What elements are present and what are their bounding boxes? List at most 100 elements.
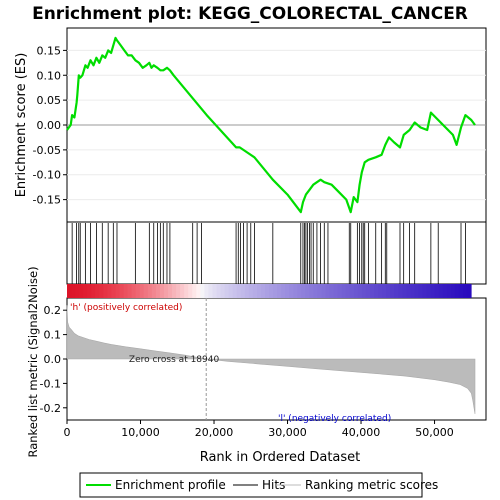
heatmap-cell [216, 284, 222, 298]
heatmap-cell [353, 284, 359, 298]
x-tick-label: 10,000 [121, 426, 160, 439]
x-tick-label: 50,000 [415, 426, 454, 439]
es-y-tick-label: 0.15 [37, 44, 62, 57]
heatmap-cell [454, 284, 460, 298]
heatmap-cell [293, 284, 298, 298]
heatmap-cell [244, 284, 250, 298]
heatmap-cell [414, 284, 420, 298]
heatmap-cell [406, 284, 411, 298]
heatmap-cell [204, 284, 209, 298]
heatmap-cell [168, 284, 173, 298]
ranking-y-tick-label: -0.1 [40, 377, 61, 390]
heatmap-cell [365, 284, 371, 298]
heatmap-cell [374, 284, 379, 298]
heatmap-cell [345, 284, 351, 298]
heatmap-cell [192, 284, 197, 298]
es-y-tick-label: 0.00 [37, 119, 62, 132]
heatmap-cell [236, 284, 242, 298]
es-y-tick-label: -0.05 [33, 144, 61, 157]
heatmap-cell [458, 284, 464, 298]
heatmap-cell [442, 284, 448, 298]
hits-panel-frame [66, 221, 487, 285]
heatmap-cell [398, 284, 403, 298]
heatmap-cell [159, 284, 165, 298]
heatmap-cell [313, 284, 319, 298]
heatmap-cell [402, 284, 407, 298]
heatmap-cell [71, 284, 76, 298]
heatmap-cell [422, 284, 428, 298]
x-tick-label: 0 [64, 426, 71, 439]
legend-profile-label: Enrichment profile [115, 478, 226, 492]
heatmap-cell [434, 284, 440, 298]
heatmap-cell [349, 284, 355, 298]
heatmap-cell [240, 284, 246, 298]
heatmap-cell [438, 284, 444, 298]
x-tick-label: 20,000 [195, 426, 234, 439]
heatmap-cell [260, 284, 266, 298]
heatmap-cell [378, 284, 383, 298]
heatmap-cell [228, 284, 234, 298]
heatmap-cell [264, 284, 270, 298]
heatmap-cell [329, 284, 335, 298]
heatmap-cell [163, 284, 169, 298]
heatmap-cell [188, 284, 193, 298]
heatmap-cell [289, 284, 294, 298]
heatmap-cell [184, 284, 189, 298]
heatmap-cell [450, 284, 456, 298]
heatmap-cell [301, 284, 306, 298]
heatmap-cell [321, 284, 327, 298]
heatmap-cell [232, 284, 238, 298]
positive-correlated-label: 'h' (positively correlated) [70, 303, 182, 313]
heatmap-cell [341, 284, 347, 298]
heatmap-cell [273, 284, 278, 298]
chart-title: Enrichment plot: KEGG_COLORECTAL_CANCER [32, 4, 468, 24]
es-y-tick-label: 0.10 [37, 69, 62, 82]
heatmap-cell [127, 284, 133, 298]
x-axis-label: Rank in Ordered Dataset [200, 450, 361, 465]
heatmap-cell [75, 284, 80, 298]
heatmap-cell [87, 284, 92, 298]
heatmap-cell [147, 284, 153, 298]
x-tick-label: 40,000 [342, 426, 381, 439]
heatmap-cell [107, 284, 113, 298]
heatmap-cell [119, 284, 125, 298]
ranking-y-tick-label: -0.2 [40, 402, 61, 415]
zero-cross-label: Zero cross at 18940 [129, 355, 220, 365]
ranking-y-axis-label: Ranked list metric (Signal2Noise) [26, 266, 40, 457]
heatmap-cell [115, 284, 121, 298]
heatmap-cell [151, 284, 157, 298]
heatmap-cell [333, 284, 339, 298]
heatmap-cell [410, 284, 416, 298]
heatmap-cell [135, 284, 141, 298]
heatmap-cell [79, 284, 84, 298]
heatmap-cell [123, 284, 129, 298]
es-y-tick-label: -0.15 [33, 194, 61, 207]
enrichment-profile-line [66, 36, 476, 214]
heatmap-cell [155, 284, 161, 298]
heatmap-cell [337, 284, 343, 298]
es-y-tick-label: 0.05 [37, 94, 62, 107]
heatmap-cell [430, 284, 436, 298]
heatmap-cell [252, 284, 258, 298]
heatmap-cell [83, 284, 88, 298]
heatmap-cell [99, 284, 104, 298]
heatmap-cell [305, 284, 310, 298]
heatmap-cell [103, 284, 108, 298]
heatmap-cell [446, 284, 452, 298]
negative-correlated-label: 'l' (negatively correlated) [278, 414, 391, 424]
heatmap-cell [317, 284, 323, 298]
heatmap-cell [143, 284, 149, 298]
legend: Enrichment profile Hits Ranking metric s… [79, 472, 438, 498]
heatmap-cell [67, 284, 72, 298]
heatmap-cell [139, 284, 145, 298]
heatmap-cell [394, 284, 399, 298]
heatmap-cell [390, 284, 395, 298]
heatmap-cell [357, 284, 363, 298]
heatmap-cell [466, 284, 472, 298]
heatmap-cell [176, 284, 181, 298]
heatmap-cell [180, 284, 185, 298]
heatmap-cell [418, 284, 424, 298]
heatmap-cell [131, 284, 137, 298]
heatmap-cell [196, 284, 201, 298]
